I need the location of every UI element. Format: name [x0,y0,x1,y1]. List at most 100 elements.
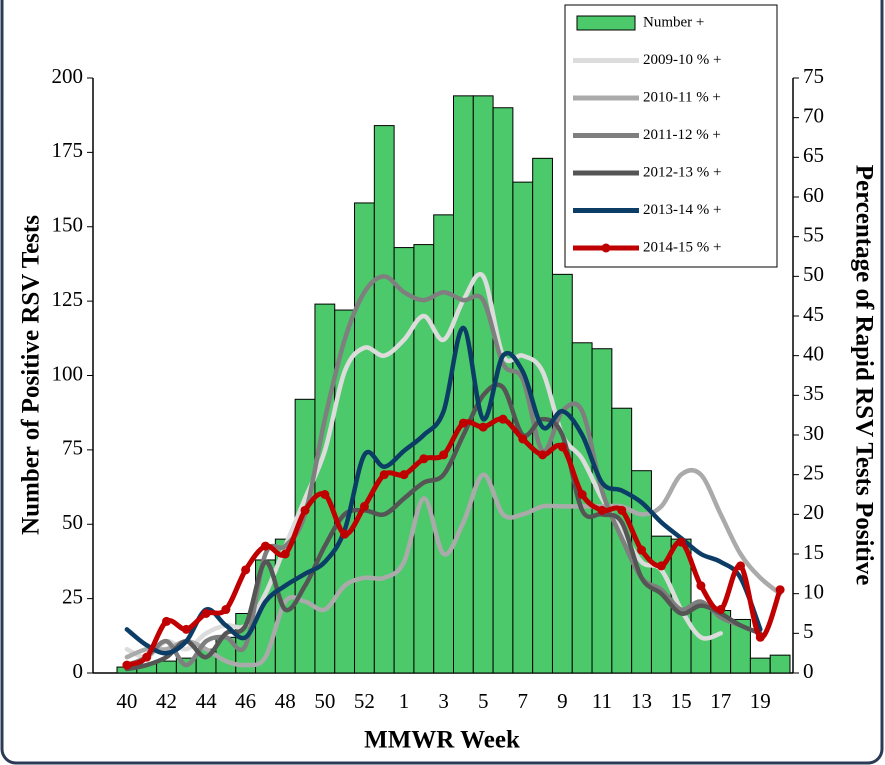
marker [399,470,409,480]
x-tick-label: 13 [631,689,652,713]
marker [379,470,389,480]
y2-tick-label: 10 [803,579,824,603]
marker [280,549,290,559]
y-tick-label: 50 [62,510,83,534]
x-tick-label: 46 [235,689,256,713]
marker [122,660,132,670]
y-tick-label: 0 [73,659,84,683]
marker [340,529,350,539]
marker [142,652,152,662]
y2-tick-label: 45 [803,302,824,326]
marker [736,561,746,571]
legend-marker [601,243,611,253]
marker [755,632,765,642]
line [124,467,783,668]
marker [518,434,528,444]
marker [538,450,548,460]
y2-tick-label: 35 [803,381,824,405]
y2-tick-label: 15 [803,540,824,564]
x-tick-label: 11 [592,689,612,713]
marker [478,422,488,432]
marker [716,605,726,615]
y2-tick-label: 75 [803,64,824,88]
y2-tick-label: 20 [803,500,824,524]
bar [730,618,751,674]
bar [294,398,316,674]
x-axis-title: MMWR Week [364,727,520,754]
y2-tick-label: 70 [803,103,824,127]
x-tick-label: 52 [354,689,375,713]
y-tick-label: 100 [52,361,84,385]
marker [419,454,429,464]
y2-axis-title: Percentage of Rapid RSV Tests Positive [850,165,877,586]
marker [241,565,251,575]
marker [260,541,270,551]
marker [300,505,310,515]
marker [201,609,211,618]
y-axis-title: Number of Positive RSV Tests [18,215,45,535]
marker [181,624,191,634]
marker [597,505,607,515]
y-tick-label: 75 [62,436,83,460]
y2-tick-label: 30 [803,421,824,445]
x-tick-label: 44 [196,689,218,713]
y-tick-label: 125 [52,287,84,311]
marker [676,537,686,547]
x-tick-label: 42 [156,689,177,713]
y-tick-label: 175 [52,138,84,162]
x-tick-label: 3 [438,689,449,713]
marker [498,414,508,424]
marker [320,490,330,499]
legend-label: 2014-15 % + [643,239,721,255]
marker [775,585,785,595]
legend-label: 2009-10 % + [643,52,721,68]
x-tick-label: 40 [116,689,137,713]
y2-tick-label: 40 [803,341,824,365]
bar [769,654,791,674]
y2-tick-label: 25 [803,460,824,484]
x-tick-label: 50 [314,689,335,713]
marker [656,561,666,571]
marker [696,581,706,591]
marker [161,616,171,626]
x-tick-label: 48 [275,689,296,713]
legend-swatch [576,15,636,31]
line [124,325,763,656]
y-tick-label: 200 [52,64,84,88]
marker [359,501,369,511]
bar [749,657,771,674]
y2-tick-label: 50 [803,262,824,286]
y-tick-label: 150 [52,213,84,237]
bar [373,125,395,674]
y2-tick-label: 0 [803,659,814,683]
y2-tick-label: 55 [803,222,824,246]
legend-label: 2010-11 % + [643,89,721,105]
x-tick-label: 17 [710,689,731,713]
y2-tick-label: 60 [803,183,824,207]
marker [221,605,231,615]
legend-label: 2011-12 % + [643,127,721,143]
marker [458,418,468,428]
marker [637,545,647,555]
marker [557,442,567,452]
bar [354,202,375,674]
legend-label: 2013-14 % + [643,202,721,218]
bar [453,95,474,674]
x-tick-label: 7 [518,689,529,713]
x-tick-label: 5 [478,689,489,713]
line [124,416,783,668]
marker [617,505,627,515]
x-tick-label: 9 [557,689,568,713]
x-tick-label: 15 [671,689,692,713]
y2-tick-label: 65 [803,143,824,167]
marker [439,450,449,460]
legend-label: 2012-13 % + [643,164,721,180]
bar [314,303,336,674]
y2-tick-label: 5 [803,619,814,643]
x-tick-label: 19 [750,689,771,713]
bar [551,273,573,674]
marker [577,490,587,499]
legend-label: Number + [643,14,704,30]
